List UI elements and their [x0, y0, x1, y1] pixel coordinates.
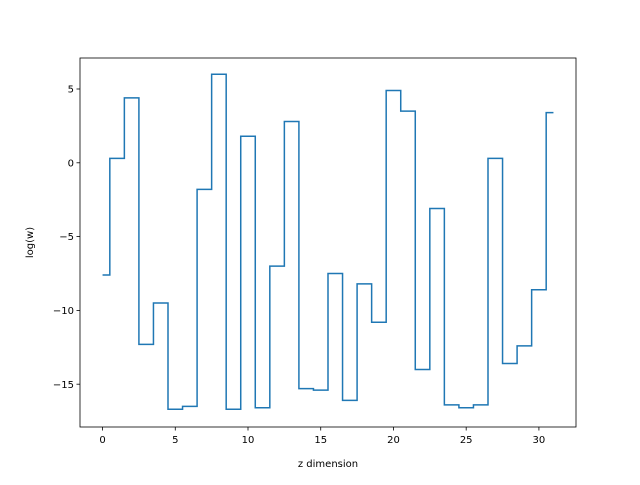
y-tick-label: −10 — [53, 306, 74, 317]
y-axis: −15 −10 −5 0 5 — [53, 85, 80, 391]
series-line-0 — [102, 73, 554, 411]
x-tick-label: 0 — [99, 435, 105, 446]
axes-frame — [79, 57, 577, 428]
x-tick-label: 10 — [242, 435, 255, 446]
x-tick-label: 25 — [460, 435, 473, 446]
y-tick-label: 0 — [68, 158, 74, 169]
plot-area — [79, 57, 577, 428]
x-tick-label: 30 — [533, 435, 546, 446]
x-axis-label: z dimension — [298, 459, 358, 470]
x-tick-label: 5 — [172, 435, 178, 446]
y-axis-label: log(w) — [25, 227, 36, 258]
x-axis: 0 5 10 15 20 25 30 — [99, 427, 545, 446]
x-tick-label: 15 — [314, 435, 327, 446]
y-tick-label: −5 — [59, 232, 74, 243]
y-tick-label: −15 — [53, 380, 74, 391]
x-tick-label: 20 — [387, 435, 400, 446]
y-tick-label: 5 — [68, 85, 74, 96]
